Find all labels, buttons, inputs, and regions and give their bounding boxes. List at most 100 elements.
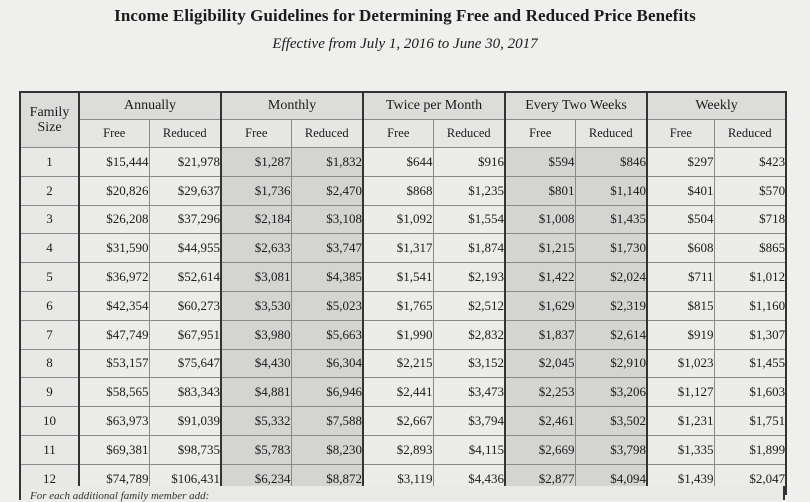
family-size-cell: 3	[19, 204, 80, 235]
page-subtitle: Effective from July 1, 2016 to June 30, …	[272, 36, 538, 52]
income-cell-weekly-reduced: $570	[713, 175, 787, 206]
income-cell-every-two-weeks-free: $801	[504, 175, 576, 206]
family-size-header-line1: Family	[29, 105, 70, 120]
income-cell-weekly-free: $297	[646, 147, 715, 177]
income-cell-annually-reduced: $37,296	[148, 204, 222, 235]
income-cell-twice-per-month-reduced: $2,832	[432, 319, 506, 350]
income-cell-every-two-weeks-free: $1,008	[504, 204, 576, 235]
income-cell-weekly-free: $1,023	[646, 348, 715, 379]
income-cell-twice-per-month-free: $644	[362, 147, 434, 177]
income-cell-annually-reduced: $29,637	[148, 175, 222, 206]
income-cell-twice-per-month-reduced: $1,235	[432, 175, 506, 206]
income-cell-twice-per-month-reduced: $2,193	[432, 262, 506, 292]
income-cell-monthly-reduced: $3,108	[290, 204, 364, 235]
table-body: 1 $15,444 $21,978 $1,287 $1,832 $644 $916 $594 $…	[19, 147, 787, 495]
group-header-monthly: Monthly	[220, 91, 364, 120]
income-cell-monthly-free: $2,184	[220, 204, 292, 235]
income-cell-every-two-weeks-reduced: $2,024	[574, 262, 648, 292]
sub-header-twice-per-month-free: Free	[362, 119, 434, 148]
income-cell-twice-per-month-free: $868	[362, 175, 434, 206]
footer-band	[19, 486, 785, 500]
income-cell-twice-per-month-reduced: $1,554	[432, 204, 506, 235]
income-cell-weekly-free: $1,127	[646, 377, 715, 408]
group-header-annually: Annually	[77, 91, 222, 120]
table-row: 8 $53,157 $75,647 $4,430 $6,304 $2,215 $3,152 $…	[19, 348, 787, 379]
income-cell-twice-per-month-reduced: $3,152	[432, 348, 506, 379]
sub-header-monthly-reduced: Reduced	[290, 119, 364, 148]
income-cell-annually-reduced: $83,343	[148, 377, 222, 408]
income-cell-every-two-weeks-free: $1,837	[504, 319, 576, 350]
income-cell-annually-free: $31,590	[78, 233, 150, 264]
income-cell-weekly-reduced: $1,307	[713, 319, 787, 350]
table-row: 11 $69,381 $98,735 $5,783 $8,230 $2,893 $4,115…	[19, 434, 787, 465]
group-header-twice-per-month: Twice per Month	[362, 91, 506, 120]
income-cell-every-two-weeks-free: $2,253	[504, 377, 576, 408]
income-cell-twice-per-month-free: $1,092	[362, 204, 434, 235]
family-size-header-line2: Size	[37, 120, 62, 135]
income-cell-twice-per-month-reduced: $916	[432, 147, 506, 177]
income-cell-monthly-reduced: $2,470	[290, 175, 364, 206]
family-size-cell: 8	[19, 348, 80, 379]
income-cell-every-two-weeks-reduced: $2,614	[574, 319, 648, 350]
income-cell-annually-reduced: $60,273	[148, 290, 222, 321]
income-cell-every-two-weeks-free: $2,669	[504, 434, 576, 465]
income-cell-annually-free: $58,565	[78, 377, 150, 408]
income-cell-every-two-weeks-reduced: $846	[574, 147, 648, 177]
income-cell-annually-free: $69,381	[78, 434, 150, 465]
table-row: 2 $20,826 $29,637 $1,736 $2,470 $868 $1,235 $80…	[19, 175, 787, 206]
income-cell-weekly-reduced: $865	[713, 233, 787, 264]
sub-header-monthly-free: Free	[220, 119, 292, 148]
income-cell-monthly-free: $5,332	[220, 406, 292, 436]
table-row: 5 $36,972 $52,614 $3,081 $4,385 $1,541 $2,193 $…	[19, 262, 787, 292]
income-cell-monthly-reduced: $3,747	[290, 233, 364, 264]
group-header-weekly: Weekly	[646, 91, 787, 120]
income-cell-weekly-reduced: $1,603	[713, 377, 787, 408]
income-cell-every-two-weeks-free: $2,461	[504, 406, 576, 436]
income-cell-monthly-free: $4,881	[220, 377, 292, 408]
income-cell-annually-reduced: $98,735	[148, 434, 222, 465]
income-cell-weekly-free: $919	[646, 319, 715, 350]
income-cell-weekly-reduced: $1,751	[713, 406, 787, 436]
income-cell-twice-per-month-reduced: $1,874	[432, 233, 506, 264]
family-size-cell: 1	[19, 147, 80, 177]
income-cell-monthly-reduced: $6,304	[290, 348, 364, 379]
additional-member-note: For each additional family member add:	[30, 490, 210, 502]
income-cell-twice-per-month-free: $1,990	[362, 319, 434, 350]
group-header-row: Family Size Annually Monthly Twice per M…	[19, 91, 787, 148]
sub-header-twice-per-month-reduced: Reduced	[432, 119, 506, 148]
income-cell-every-two-weeks-reduced: $1,435	[574, 204, 648, 235]
income-cell-monthly-reduced: $6,946	[290, 377, 364, 408]
income-cell-twice-per-month-free: $1,317	[362, 233, 434, 264]
income-cell-every-two-weeks-free: $2,045	[504, 348, 576, 379]
page-title: Income Eligibility Guidelines for Determ…	[114, 6, 696, 25]
income-cell-weekly-reduced: $1,899	[713, 434, 787, 465]
income-cell-annually-reduced: $21,978	[148, 147, 222, 177]
income-cell-monthly-free: $3,081	[220, 262, 292, 292]
income-cell-weekly-reduced: $718	[713, 204, 787, 235]
family-size-cell: 4	[19, 233, 80, 264]
income-cell-twice-per-month-free: $2,667	[362, 406, 434, 436]
income-cell-monthly-free: $4,430	[220, 348, 292, 379]
family-size-cell: 11	[19, 434, 80, 465]
sub-header-every-two-weeks-reduced: Reduced	[574, 119, 648, 148]
income-cell-annually-free: $63,973	[78, 406, 150, 436]
income-cell-monthly-free: $5,783	[220, 434, 292, 465]
income-cell-monthly-reduced: $7,588	[290, 406, 364, 436]
income-cell-every-two-weeks-reduced: $3,798	[574, 434, 648, 465]
income-cell-annually-free: $26,208	[78, 204, 150, 235]
income-cell-twice-per-month-reduced: $2,512	[432, 290, 506, 321]
table-row: 4 $31,590 $44,955 $2,633 $3,747 $1,317 $1,874 $…	[19, 233, 787, 264]
income-cell-monthly-free: $1,736	[220, 175, 292, 206]
table-row: 7 $47,749 $67,951 $3,980 $5,663 $1,990 $2,832 $…	[19, 319, 787, 350]
family-size-cell: 6	[19, 290, 80, 321]
income-cell-twice-per-month-reduced: $3,794	[432, 406, 506, 436]
sub-header-annually-reduced: Reduced	[148, 119, 222, 148]
family-size-cell: 2	[19, 175, 80, 206]
income-cell-twice-per-month-free: $1,765	[362, 290, 434, 321]
income-cell-weekly-reduced: $1,160	[713, 290, 787, 321]
income-cell-twice-per-month-free: $2,215	[362, 348, 434, 379]
sub-header-annually-free: Free	[78, 119, 150, 148]
income-cell-every-two-weeks-reduced: $2,910	[574, 348, 648, 379]
income-eligibility-table: Family Size Annually Monthly Twice per M…	[19, 91, 788, 495]
income-cell-monthly-free: $3,530	[220, 290, 292, 321]
